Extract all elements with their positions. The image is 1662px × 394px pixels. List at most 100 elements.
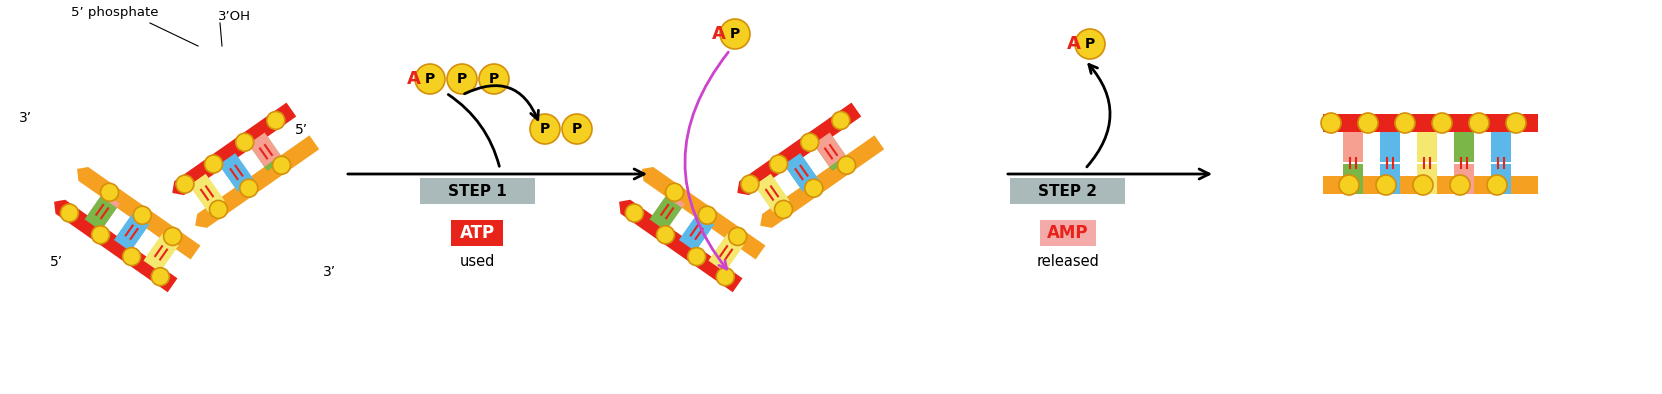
Text: STEP 2: STEP 2 bbox=[1037, 184, 1097, 199]
Text: P: P bbox=[1085, 37, 1095, 51]
Circle shape bbox=[1469, 113, 1489, 133]
Polygon shape bbox=[146, 234, 179, 268]
Bar bbox=[1454, 164, 1474, 194]
FancyArrowPatch shape bbox=[1087, 65, 1110, 167]
Text: AMP: AMP bbox=[1047, 224, 1089, 242]
Circle shape bbox=[801, 133, 819, 151]
Polygon shape bbox=[173, 102, 296, 195]
Polygon shape bbox=[76, 167, 201, 260]
Polygon shape bbox=[708, 238, 741, 272]
Polygon shape bbox=[650, 196, 681, 231]
Circle shape bbox=[625, 204, 643, 222]
Circle shape bbox=[1321, 113, 1341, 133]
Circle shape bbox=[1413, 175, 1433, 195]
Text: P: P bbox=[457, 72, 467, 86]
Polygon shape bbox=[653, 192, 685, 227]
Polygon shape bbox=[680, 217, 711, 251]
Circle shape bbox=[1449, 175, 1469, 195]
Circle shape bbox=[1075, 29, 1105, 59]
Circle shape bbox=[91, 226, 110, 244]
Polygon shape bbox=[221, 157, 254, 191]
Polygon shape bbox=[116, 213, 150, 247]
FancyBboxPatch shape bbox=[420, 178, 535, 204]
Circle shape bbox=[60, 204, 78, 222]
Polygon shape bbox=[816, 137, 849, 171]
Circle shape bbox=[1358, 113, 1378, 133]
Circle shape bbox=[530, 114, 560, 144]
Circle shape bbox=[268, 112, 284, 130]
Circle shape bbox=[698, 206, 716, 224]
Bar bbox=[1491, 164, 1511, 194]
Bar bbox=[1491, 132, 1511, 162]
Circle shape bbox=[204, 155, 223, 173]
Circle shape bbox=[774, 201, 793, 218]
Polygon shape bbox=[760, 136, 884, 228]
Polygon shape bbox=[738, 102, 861, 195]
Text: released: released bbox=[1037, 255, 1100, 269]
FancyBboxPatch shape bbox=[1040, 220, 1095, 246]
Polygon shape bbox=[189, 174, 221, 208]
Bar bbox=[1343, 164, 1363, 194]
Polygon shape bbox=[194, 136, 319, 228]
Circle shape bbox=[163, 227, 181, 245]
Circle shape bbox=[728, 227, 746, 245]
Bar bbox=[1323, 176, 1537, 194]
Polygon shape bbox=[813, 132, 846, 167]
Circle shape bbox=[123, 247, 141, 266]
Circle shape bbox=[209, 201, 228, 218]
Circle shape bbox=[838, 156, 856, 174]
Polygon shape bbox=[219, 153, 251, 188]
FancyArrowPatch shape bbox=[464, 85, 538, 119]
Polygon shape bbox=[681, 213, 715, 247]
Circle shape bbox=[100, 183, 118, 201]
Circle shape bbox=[133, 206, 151, 224]
Circle shape bbox=[447, 64, 477, 94]
Bar bbox=[1418, 164, 1438, 194]
Bar bbox=[1343, 132, 1363, 162]
Circle shape bbox=[656, 226, 675, 244]
Circle shape bbox=[688, 247, 706, 266]
Polygon shape bbox=[85, 196, 116, 231]
Polygon shape bbox=[248, 132, 281, 167]
Circle shape bbox=[1394, 113, 1414, 133]
Circle shape bbox=[1340, 175, 1360, 195]
Circle shape bbox=[1376, 175, 1396, 195]
Polygon shape bbox=[786, 157, 819, 191]
Circle shape bbox=[416, 64, 445, 94]
Text: STEP 1: STEP 1 bbox=[447, 184, 507, 199]
Circle shape bbox=[236, 133, 254, 151]
Text: P: P bbox=[572, 122, 582, 136]
Text: P: P bbox=[540, 122, 550, 136]
Text: P: P bbox=[489, 72, 499, 86]
Text: A: A bbox=[407, 70, 420, 88]
Polygon shape bbox=[758, 178, 789, 212]
Circle shape bbox=[831, 112, 849, 130]
Polygon shape bbox=[784, 153, 816, 188]
Circle shape bbox=[741, 175, 760, 193]
FancyBboxPatch shape bbox=[450, 220, 504, 246]
Circle shape bbox=[665, 183, 683, 201]
Text: A: A bbox=[1067, 35, 1080, 53]
Bar bbox=[1323, 114, 1537, 132]
Circle shape bbox=[562, 114, 592, 144]
Text: 5’: 5’ bbox=[50, 255, 63, 269]
Bar bbox=[1379, 164, 1399, 194]
Circle shape bbox=[804, 179, 823, 197]
Circle shape bbox=[1506, 113, 1526, 133]
Circle shape bbox=[176, 175, 194, 193]
FancyBboxPatch shape bbox=[1010, 178, 1125, 204]
Polygon shape bbox=[711, 234, 745, 268]
Polygon shape bbox=[88, 192, 120, 227]
Text: P: P bbox=[425, 72, 435, 86]
Polygon shape bbox=[755, 174, 786, 208]
Polygon shape bbox=[115, 217, 146, 251]
Polygon shape bbox=[620, 200, 743, 292]
Circle shape bbox=[273, 156, 291, 174]
Polygon shape bbox=[193, 178, 224, 212]
FancyArrowPatch shape bbox=[685, 52, 728, 269]
Bar bbox=[1379, 132, 1399, 162]
Text: used: used bbox=[459, 255, 495, 269]
Text: 3’OH: 3’OH bbox=[218, 10, 251, 23]
Polygon shape bbox=[642, 167, 766, 260]
Text: 5’: 5’ bbox=[294, 123, 307, 137]
